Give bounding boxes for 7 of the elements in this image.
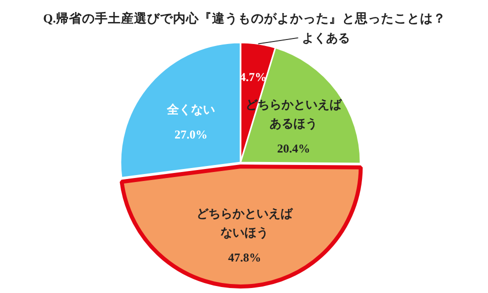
data-label: 47.8% (228, 250, 262, 264)
slice-label: どちらかといえばないほう (196, 206, 294, 240)
slice-label: よくある (302, 30, 350, 45)
data-label: 27.0% (174, 127, 208, 142)
chart-title: Q.帰省の手土産選びで内心『違うものがよかった』と思ったことは？ (43, 10, 446, 26)
slice-label: 全くない (166, 102, 215, 116)
data-label: 20.4% (277, 141, 310, 156)
